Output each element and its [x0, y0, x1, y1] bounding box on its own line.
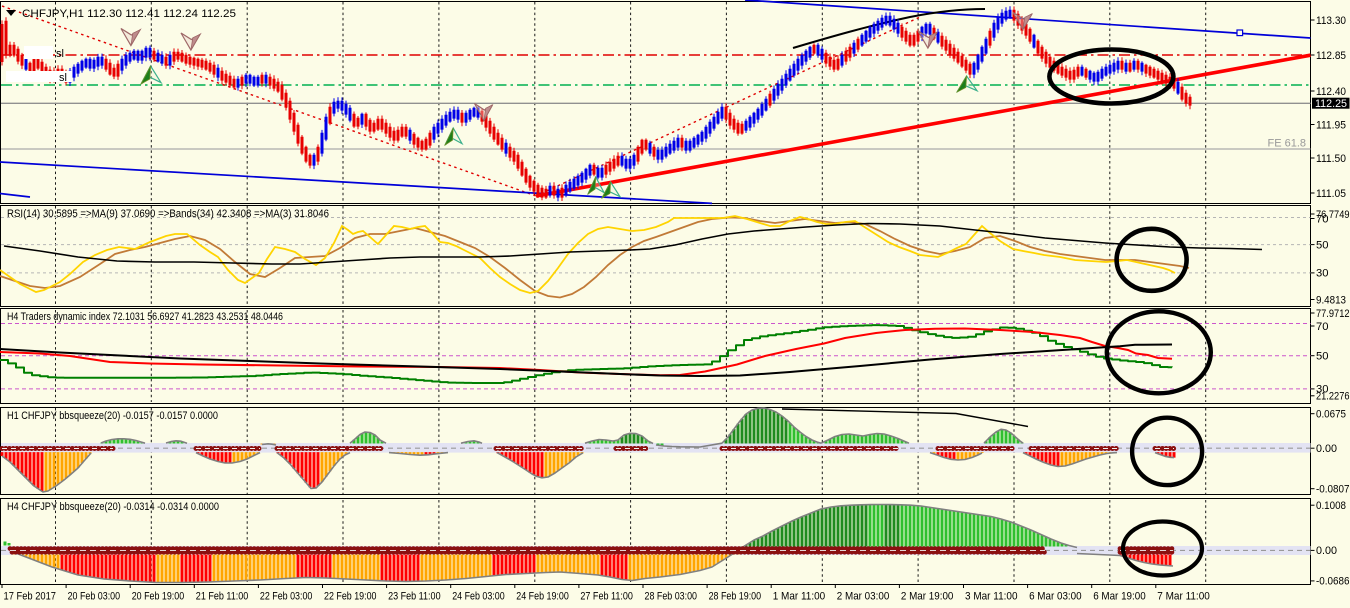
- svg-text:30: 30: [1316, 268, 1329, 280]
- svg-text:9.4813: 9.4813: [1316, 294, 1346, 306]
- svg-text:111.95: 111.95: [1316, 119, 1346, 131]
- svg-text:6 Mar 03:00: 6 Mar 03:00: [1029, 591, 1082, 603]
- svg-text:24 Feb 19:00: 24 Feb 19:00: [516, 591, 569, 603]
- svg-text:113.30: 113.30: [1316, 15, 1346, 27]
- svg-text:17 Feb 2017: 17 Feb 2017: [4, 591, 57, 603]
- svg-text:-0.0807: -0.0807: [1316, 484, 1350, 496]
- svg-text:0.00: 0.00: [1316, 545, 1337, 557]
- svg-text:50: 50: [1316, 351, 1329, 363]
- svg-text:112.85: 112.85: [1316, 50, 1346, 62]
- svg-text:70: 70: [1316, 321, 1329, 333]
- svg-text:1 Mar 11:00: 1 Mar 11:00: [773, 591, 826, 603]
- svg-text:21.2276: 21.2276: [1316, 391, 1350, 403]
- svg-text:27 Feb 11:00: 27 Feb 11:00: [580, 591, 633, 603]
- svg-text:H1 CHFJPY bbsqueeze(20) -0.015: H1 CHFJPY bbsqueeze(20) -0.0157 -0.0157 …: [7, 410, 218, 422]
- svg-text:0.1008: 0.1008: [1316, 500, 1346, 512]
- svg-text:76.7749: 76.7749: [1316, 209, 1350, 221]
- svg-text:111.50: 111.50: [1316, 153, 1346, 165]
- svg-text:3 Mar 11:00: 3 Mar 11:00: [965, 591, 1018, 603]
- svg-text:24 Feb 03:00: 24 Feb 03:00: [452, 591, 505, 603]
- svg-text:22 Feb 19:00: 22 Feb 19:00: [324, 591, 377, 603]
- svg-text:6 Mar 19:00: 6 Mar 19:00: [1093, 591, 1146, 603]
- svg-text:23 Feb 11:00: 23 Feb 11:00: [388, 591, 441, 603]
- svg-text:2 Mar 03:00: 2 Mar 03:00: [837, 591, 890, 603]
- svg-text:7 Mar 11:00: 7 Mar 11:00: [1157, 591, 1210, 603]
- svg-text:H4 Traders dynamic index 72.10: H4 Traders dynamic index 72.1031 56.6927…: [7, 311, 283, 323]
- svg-text:0.00: 0.00: [1316, 443, 1337, 455]
- svg-text:sl: sl: [59, 72, 67, 84]
- svg-text:112.25: 112.25: [1315, 98, 1347, 110]
- svg-text:28 Feb 19:00: 28 Feb 19:00: [709, 591, 762, 603]
- svg-text:70: 70: [1316, 213, 1329, 225]
- svg-text:77.9712: 77.9712: [1316, 308, 1350, 320]
- svg-text:50: 50: [1316, 239, 1329, 251]
- svg-text:H4 CHFJPY bbsqueeze(20) -0.031: H4 CHFJPY bbsqueeze(20) -0.0314 -0.0314 …: [7, 501, 219, 513]
- svg-text:RSI(14) 30.5895 =>MA(9) 37.06: RSI(14) 30.5895 =>MA(9) 37.0690 =>Bands(…: [7, 208, 329, 220]
- svg-text:112.40: 112.40: [1316, 86, 1346, 98]
- svg-text:FE 61.8: FE 61.8: [1267, 138, 1306, 150]
- svg-text:111.05: 111.05: [1316, 188, 1346, 200]
- svg-text:30: 30: [1316, 384, 1329, 396]
- svg-text:20 Feb 03:00: 20 Feb 03:00: [68, 591, 121, 603]
- svg-text:21 Feb 11:00: 21 Feb 11:00: [196, 591, 249, 603]
- svg-text:0.0675: 0.0675: [1316, 409, 1346, 421]
- svg-text:28 Feb 03:00: 28 Feb 03:00: [645, 591, 698, 603]
- svg-text:CHFJPY,H1 112.30 112.41 112.2: CHFJPY,H1 112.30 112.41 112.24 112.25: [22, 8, 236, 20]
- svg-text:-0.0686: -0.0686: [1316, 576, 1350, 588]
- svg-text:22 Feb 03:00: 22 Feb 03:00: [260, 591, 313, 603]
- svg-text:20 Feb 19:00: 20 Feb 19:00: [132, 591, 185, 603]
- svg-text:2 Mar 19:00: 2 Mar 19:00: [901, 591, 954, 603]
- svg-text:sl: sl: [56, 48, 64, 60]
